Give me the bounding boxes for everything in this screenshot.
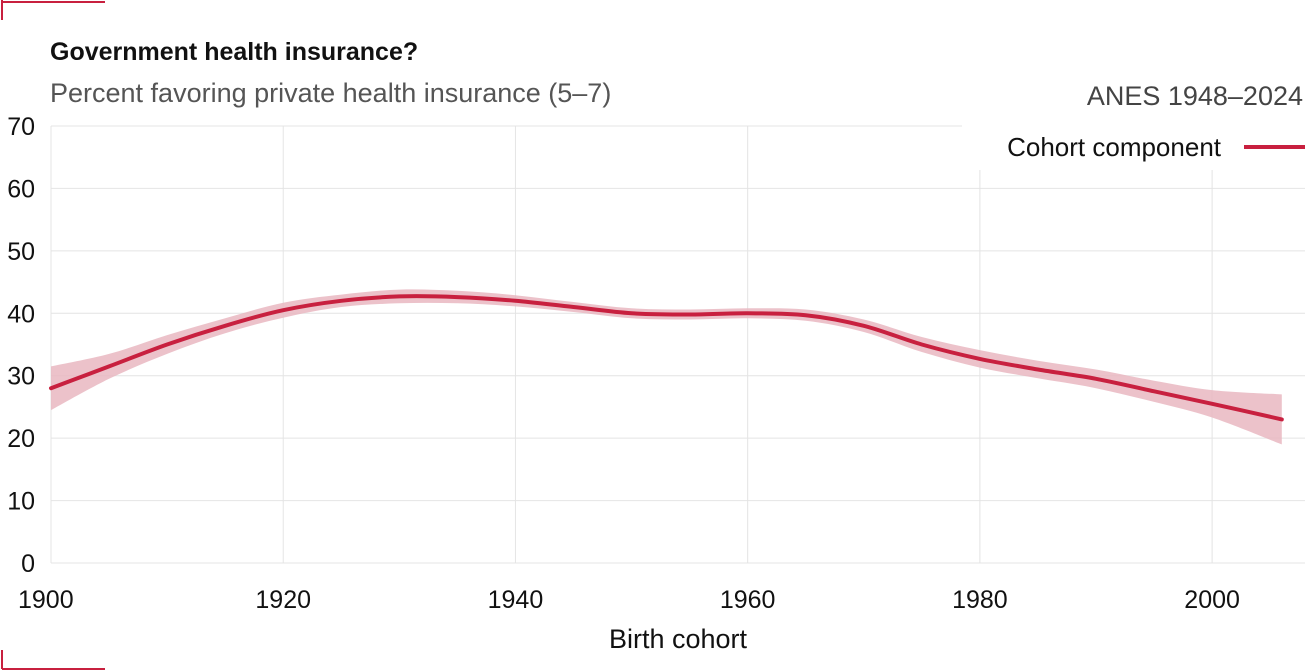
series-line-cohort-component: [49, 294, 1284, 422]
x-axis-ticks: 1900 1920 1940 1960 1980 2000: [18, 586, 1240, 614]
y-tick-label: 20: [7, 425, 35, 453]
gridlines: [50, 125, 1305, 564]
x-tick-label: 1920: [255, 586, 311, 614]
y-tick-label: 60: [7, 175, 35, 203]
chart-subtitle: Percent favoring private health insuranc…: [50, 78, 611, 108]
confidence-band: [51, 289, 1282, 445]
top-corner-mark: [1, 0, 105, 20]
x-axis-label: Birth cohort: [609, 624, 748, 654]
x-tick-label: 1980: [952, 586, 1008, 614]
x-tick-label: 1940: [488, 586, 544, 614]
x-tick-label: 2000: [1184, 586, 1240, 614]
legend: Cohort component: [962, 124, 1305, 170]
y-axis-ticks: 0 10 20 30 40 50 60 70: [7, 113, 35, 578]
source-note: ANES 1948–2024: [1087, 81, 1303, 111]
chart-title: Government health insurance?: [50, 38, 418, 66]
y-tick-label: 40: [7, 300, 35, 328]
plot-area: [49, 289, 1284, 445]
bottom-corner-mark: [1, 650, 105, 670]
y-tick-label: 70: [7, 113, 35, 141]
legend-label: Cohort component: [1007, 132, 1222, 162]
x-tick-label: 1900: [18, 586, 74, 614]
y-tick-label: 30: [7, 363, 35, 391]
y-tick-label: 0: [21, 550, 35, 578]
x-tick-label: 1960: [720, 586, 776, 614]
y-tick-label: 50: [7, 238, 35, 266]
y-tick-label: 10: [7, 488, 35, 516]
